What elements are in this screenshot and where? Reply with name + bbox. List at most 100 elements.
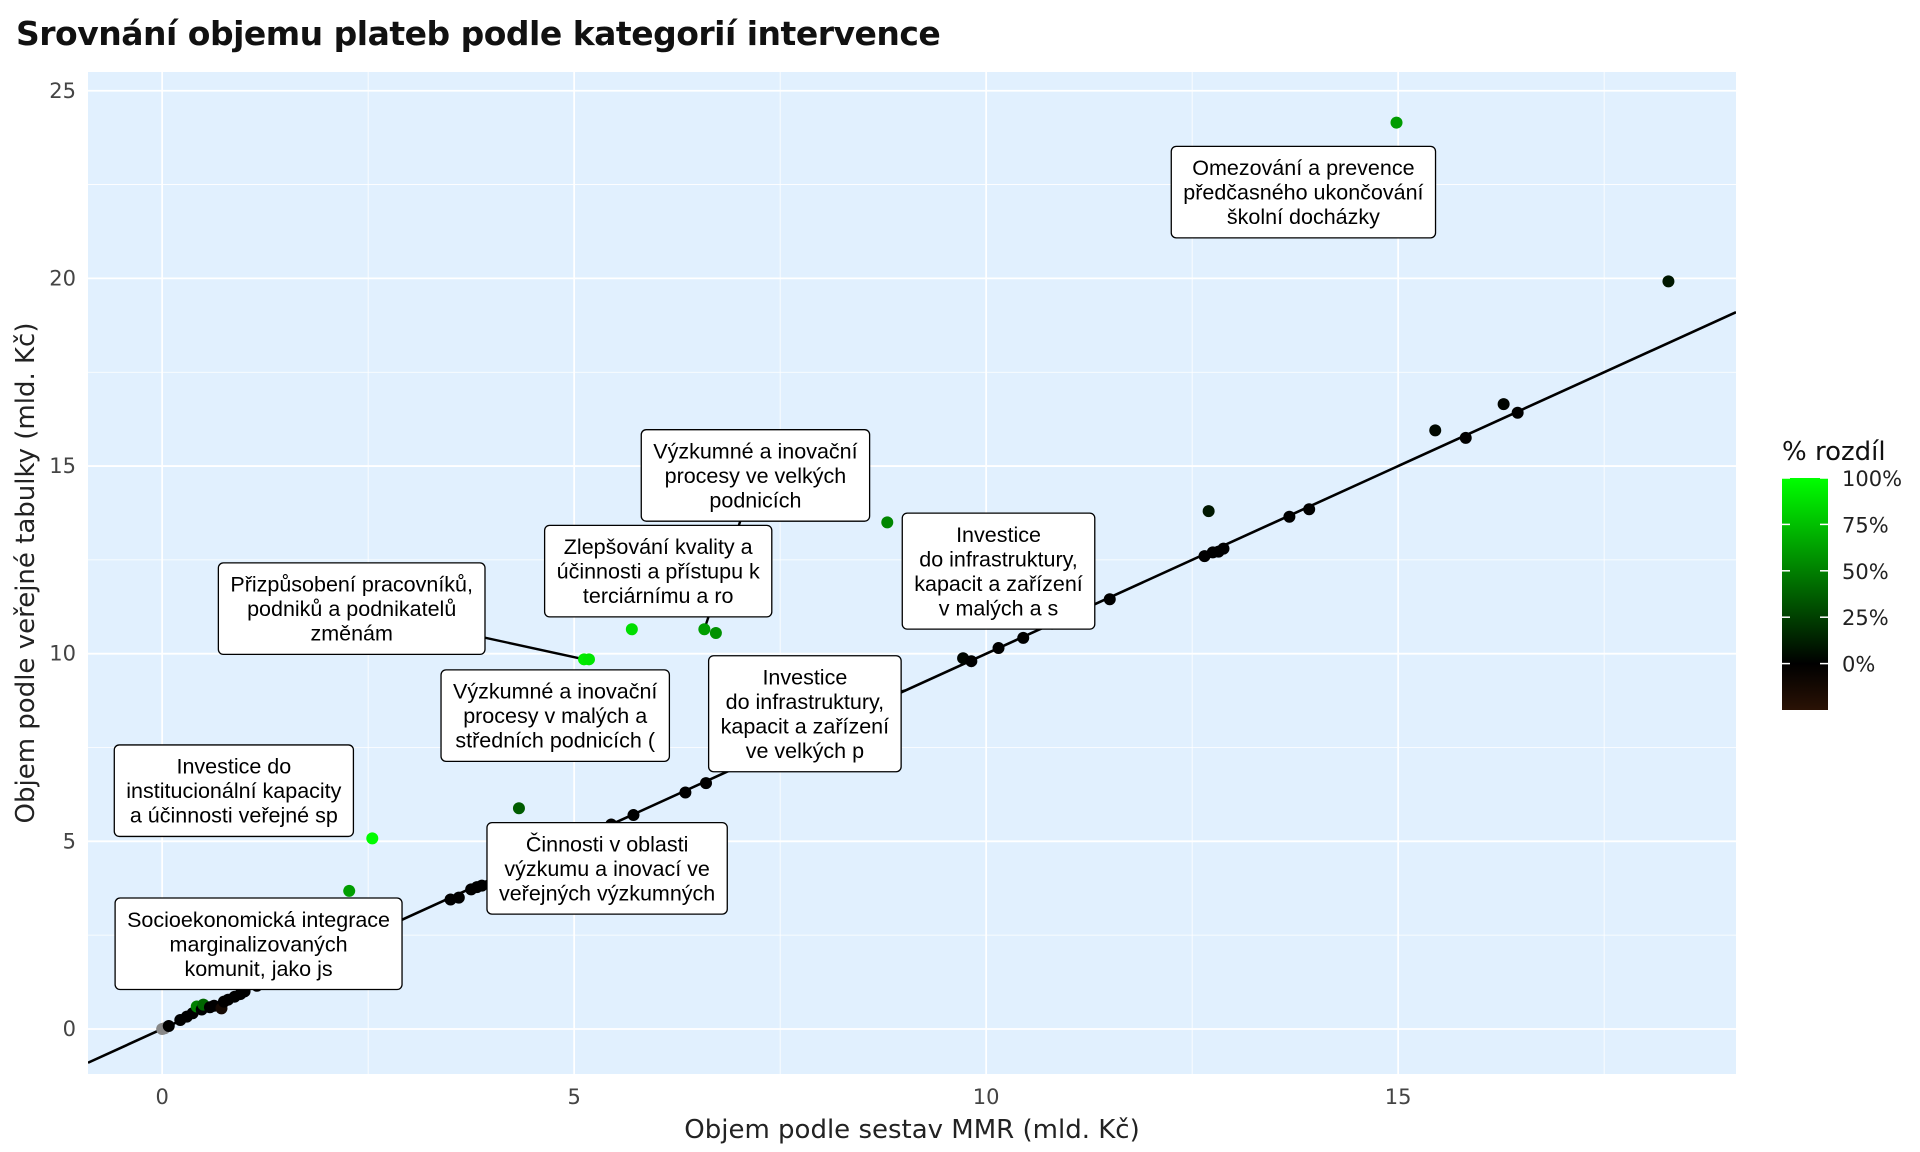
- data-point: [1202, 505, 1215, 518]
- data-point: [709, 627, 722, 640]
- annotation-line: účinnosti a přístupu k: [557, 560, 760, 584]
- axis-ticks: 0 5 10 15 0 5 10 15 20 25: [49, 79, 1411, 1109]
- annotation-line: Omezování a prevence: [1192, 156, 1414, 180]
- data-point: [679, 786, 692, 799]
- annotation-box: [543, 524, 773, 618]
- x-tick-label: 5: [567, 1085, 580, 1109]
- annotation-line: procesy v malých a: [463, 704, 647, 728]
- x-tick-label: 10: [973, 1085, 1000, 1109]
- legend-label: 50%: [1842, 560, 1889, 584]
- legend-label: 100%: [1842, 467, 1902, 491]
- annotation-box: [707, 655, 902, 773]
- annotation-box: [486, 821, 728, 915]
- data-point: [1497, 398, 1510, 411]
- y-tick-label: 25: [49, 79, 76, 103]
- y-tick-label: 20: [49, 266, 76, 290]
- annotation-line: v malých a s: [939, 596, 1058, 620]
- data-point: [452, 891, 465, 904]
- legend-label: 25%: [1842, 606, 1889, 630]
- annotation-line: marginalizovaných: [170, 932, 348, 956]
- y-tick-label: 5: [63, 829, 76, 853]
- data-point: [881, 516, 894, 529]
- annotation-line: Socioekonomická integrace: [127, 908, 390, 932]
- grid-lines: [88, 72, 1736, 1074]
- legend-label: 0%: [1842, 653, 1875, 677]
- annotation-line: podniků a podnikatelů: [247, 597, 456, 621]
- annotation-box: [217, 562, 486, 656]
- data-point: [1303, 503, 1316, 516]
- annotation-line: Investice: [762, 665, 847, 689]
- legend-label: 75%: [1842, 513, 1889, 537]
- x-tick-label: 0: [155, 1085, 168, 1109]
- annotation-line: Investice: [956, 523, 1041, 547]
- y-axis-title: Objem podle veřejné tabulky (mld. Kč): [11, 323, 41, 824]
- annotation-line: do infrastruktury,: [919, 547, 1078, 571]
- data-point: [992, 642, 1005, 655]
- data-point: [582, 653, 595, 666]
- annotation-label: Socioekonomická integracemarginalizovaný…: [114, 897, 403, 991]
- annotation-line: Činnosti v oblasti: [526, 831, 689, 856]
- data-point: [512, 802, 525, 815]
- data-point: [965, 655, 978, 668]
- data-point: [475, 879, 488, 892]
- data-point: [162, 1019, 175, 1032]
- annotation-line: změnám: [310, 622, 392, 646]
- data-point: [1511, 406, 1524, 419]
- data-point: [625, 623, 638, 636]
- annotation-line: středních podnicích (: [455, 729, 655, 753]
- annotation-line: kapacit a zařízení: [914, 572, 1083, 596]
- chart-title: Srovnání objemu plateb podle kategorií i…: [16, 14, 941, 53]
- x-tick-label: 15: [1385, 1085, 1412, 1109]
- data-point: [1429, 424, 1442, 437]
- legend-colorbar: [1782, 478, 1828, 710]
- annotation-box: [901, 512, 1096, 630]
- annotation-line: ve velkých p: [746, 739, 864, 763]
- annotation-line: Výzkumné a inovační: [453, 680, 657, 704]
- annotation-line: do infrastruktury,: [726, 690, 885, 714]
- annotation-line: komunit, jako js: [184, 957, 332, 981]
- annotation-line: procesy ve velkých: [665, 464, 847, 488]
- annotation-box: [114, 897, 403, 991]
- annotation-line: školní docházky: [1227, 205, 1380, 229]
- annotation-line: institucionální kapacity: [126, 779, 341, 803]
- data-point: [343, 884, 356, 897]
- annotation-label: Přizpůsobení pracovníků,podniků a podnik…: [217, 562, 486, 656]
- data-point: [1283, 510, 1296, 523]
- annotation-box: [113, 744, 355, 838]
- annotation-line: podnicích: [709, 488, 801, 512]
- data-point: [366, 832, 379, 845]
- legend-ticks: 100% 75% 50% 25% 0%: [1782, 467, 1902, 677]
- x-axis-title: Objem podle sestav MMR (mld. Kč): [684, 1115, 1139, 1145]
- y-tick-label: 0: [63, 1017, 76, 1041]
- data-point: [1217, 542, 1230, 555]
- data-point: [1103, 593, 1116, 606]
- data-point: [1017, 631, 1030, 644]
- annotation-box: [440, 669, 671, 763]
- annotation-line: veřejných výzkumných: [499, 881, 715, 905]
- y-tick-label: 15: [49, 454, 76, 478]
- annotation-line: Zlepšování kvality a: [564, 535, 753, 559]
- annotation-line: kapacit a zařízení: [721, 714, 890, 738]
- annotation-line: terciárnímu a ro: [583, 584, 734, 608]
- annotation-line: předčasného ukončování: [1183, 181, 1423, 205]
- data-point: [1662, 275, 1675, 288]
- annotation-line: Investice do: [176, 755, 291, 779]
- annotation-box: [640, 429, 871, 522]
- color-legend: % rozdíl 100% 75% 50% 25% 0%: [1782, 437, 1902, 710]
- annotation-box: [1170, 145, 1437, 239]
- y-tick-label: 10: [49, 642, 76, 666]
- data-point: [627, 809, 640, 822]
- annotation-line: výzkumu a inovací ve: [504, 857, 710, 881]
- data-point: [1459, 431, 1472, 444]
- legend-title: % rozdíl: [1782, 437, 1886, 467]
